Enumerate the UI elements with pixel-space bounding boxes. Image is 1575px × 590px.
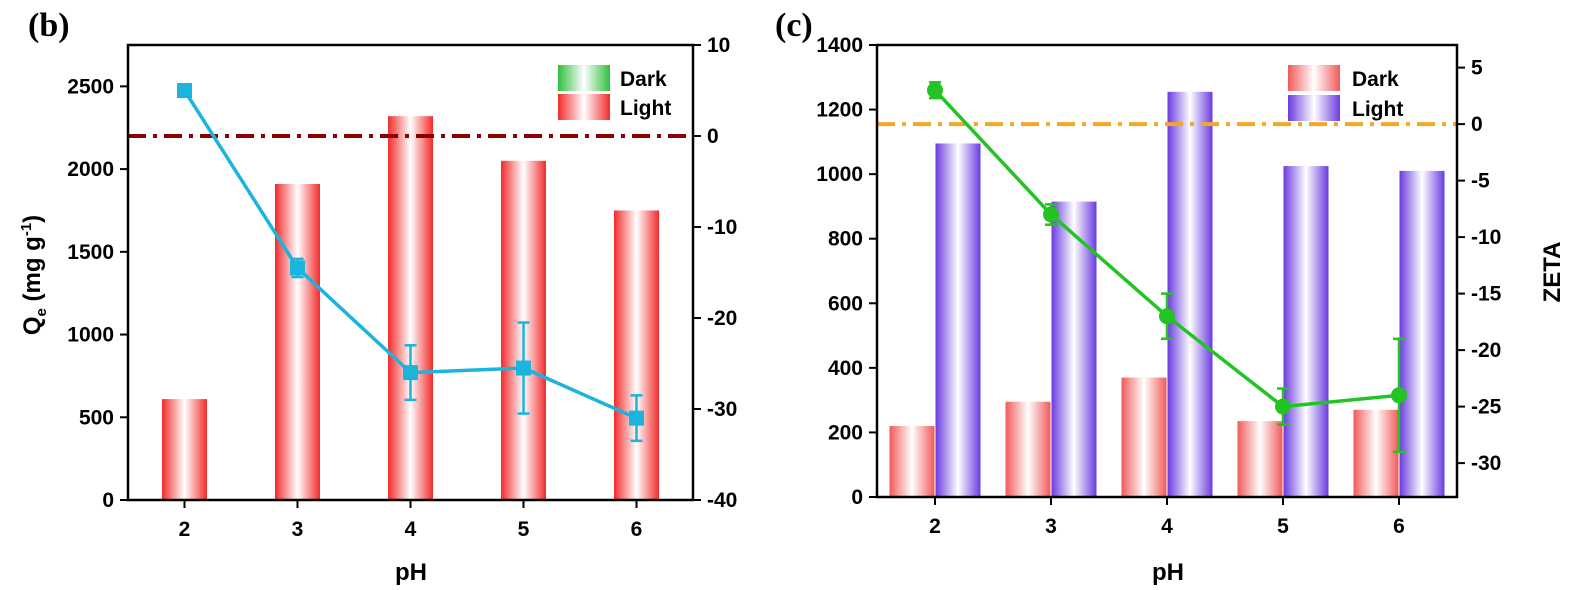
- chart-c-legend-swatch-light: [1288, 95, 1340, 121]
- chart-panel-b: (b) 2 3 4 5 6 0 500 1000 1500 2000 2500 -40 -30 -20 -1…: [18, 7, 737, 586]
- chart-c-y-tick-label-600: 600: [828, 292, 863, 315]
- chart-b-legend-swatch-light: [558, 94, 610, 120]
- chart-b-y-tick-label-0: 0: [102, 489, 114, 512]
- chart-c-legend-label-dark: Dark: [1352, 68, 1399, 91]
- chart-b-zeta-point-4: [403, 365, 418, 381]
- chart-b-zeta-point-5: [516, 360, 531, 376]
- chart-c-y-tick-label-1000: 1000: [816, 163, 863, 186]
- chart-c-x-tick-label-5: 5: [1277, 515, 1289, 538]
- chart-b-y2-tick-label--30: -30: [707, 398, 737, 421]
- chart-c-bar-dark-3: [1005, 401, 1051, 497]
- chart-c-legend: Dark Light: [1288, 65, 1403, 121]
- chart-c-y-tick-label-0: 0: [851, 486, 863, 509]
- chart-b-y-axis-title: Qe (mg g-1): [18, 215, 50, 335]
- chart-b-y2-tick-label--20: -20: [707, 307, 737, 330]
- chart-c-bar-dark-6: [1353, 409, 1399, 497]
- chart-c-bar-light-4: [1167, 91, 1213, 498]
- chart-c-y-tick-label-200: 200: [828, 421, 863, 444]
- chart-b-x-tick-label-3: 3: [292, 518, 304, 541]
- chart-c-bar-light-3: [1051, 201, 1097, 498]
- chart-c-bar-light-5: [1283, 166, 1329, 498]
- chart-b-y-axis-title-sub: e: [33, 308, 50, 316]
- chart-c-y2-axis-title: ZETA: [1539, 242, 1566, 303]
- chart-c-y2-tick-label--20: -20: [1471, 339, 1501, 362]
- chart-c-y2-tick-label--15: -15: [1471, 283, 1502, 306]
- chart-b-y-tick-label-1000: 1000: [67, 324, 114, 347]
- chart-c-x-tick-label-4: 4: [1161, 515, 1173, 538]
- chart-b-zeta-point-2: [177, 83, 192, 98]
- chart-b-bar-light-4: [388, 116, 433, 501]
- chart-b-y-axis-title-units: (mg g: [19, 236, 46, 308]
- chart-c-y2-tick-label--5: -5: [1471, 170, 1490, 193]
- chart-c-y2-tick-label-0: 0: [1471, 113, 1483, 136]
- chart-b-zeta-point-6: [629, 410, 644, 426]
- chart-b-legend-label-light: Light: [620, 97, 671, 120]
- chart-c-zeta-point-3: [1043, 206, 1059, 223]
- chart-c-y-tick-label-1200: 1200: [816, 99, 863, 122]
- chart-c-y2-tick-label--30: -30: [1471, 452, 1501, 475]
- chart-b-y2-tick-label-10: 10: [707, 34, 730, 57]
- chart-c-zeta-point-4: [1159, 308, 1175, 325]
- chart-c-zeta-point-2: [927, 82, 943, 99]
- chart-c-x-tick-label-6: 6: [1393, 515, 1405, 538]
- chart-c-bar-dark-4: [1121, 377, 1167, 497]
- chart-c-zeta-point-6: [1391, 387, 1407, 404]
- chart-b-x-tick-label-2: 2: [179, 518, 191, 541]
- chart-b-y-axis-title-main: Q: [19, 317, 46, 336]
- chart-c-legend-label-light: Light: [1352, 98, 1403, 121]
- chart-b-y-tick-label-2500: 2500: [67, 75, 114, 98]
- chart-b-y2-tick-label-0: 0: [707, 125, 719, 148]
- chart-b-x-axis-title: pH: [395, 559, 427, 586]
- chart-b-zeta-point-3: [290, 260, 305, 276]
- chart-c-y-tick-label-400: 400: [828, 357, 863, 380]
- chart-b-x-tick-label-4: 4: [405, 518, 417, 541]
- chart-c-bar-dark-2: [889, 425, 935, 497]
- chart-b-legend-label-dark: Dark: [620, 68, 667, 91]
- chart-c-zeta-point-5: [1275, 398, 1291, 415]
- chart-panel-c: (c) 2 3 4 5 6 0 200 400 600 800 1000 1200 1400 -30 -25…: [775, 7, 1566, 586]
- chart-b-bar-light-3: [275, 183, 320, 500]
- chart-b-y2-tick-label--40: -40: [707, 489, 737, 512]
- panel-label-c: (c): [775, 7, 813, 44]
- chart-c-x-axis-title: pH: [1152, 559, 1184, 586]
- chart-b-bar-light-6: [614, 210, 659, 501]
- chart-b-bar-light-2: [162, 399, 207, 500]
- chart-c-bar-dark-5: [1237, 421, 1283, 497]
- chart-c-y2-tick-label--25: -25: [1471, 396, 1502, 419]
- chart-c-legend-swatch-dark: [1288, 65, 1340, 91]
- chart-c-y-tick-label-800: 800: [828, 228, 863, 251]
- chart-c-plot-area: 2 3 4 5 6 0 200 400 600 800 1000 1200 1400 -30 -25 -20 -…: [816, 34, 1501, 538]
- chart-b-legend-swatch-dark: [558, 65, 610, 91]
- chart-c-x-tick-label-3: 3: [1045, 515, 1057, 538]
- chart-b-y-tick-label-500: 500: [79, 406, 114, 429]
- chart-c-y2-tick-label--10: -10: [1471, 226, 1501, 249]
- chart-b-y-tick-label-1500: 1500: [67, 241, 114, 264]
- panel-label-b: (b): [28, 7, 70, 44]
- chart-b-y-axis-title-sup: -1: [18, 223, 35, 236]
- chart-b-x-tick-label-6: 6: [631, 518, 643, 541]
- chart-b-y-tick-label-2000: 2000: [67, 158, 114, 181]
- chart-c-zeta-line: [933, 89, 1400, 409]
- chart-b-legend: Dark Light: [558, 65, 671, 120]
- chart-c-bar-light-2: [935, 143, 981, 497]
- chart-c-y-tick-label-1400: 1400: [816, 34, 863, 57]
- chart-c-y2-tick-label-5: 5: [1471, 57, 1483, 80]
- chart-b-y-axis-title-close: ): [19, 215, 46, 223]
- chart-b-y2-tick-label--10: -10: [707, 216, 737, 239]
- chart-c-bar-light-6: [1399, 170, 1445, 497]
- chart-b-x-tick-label-5: 5: [518, 518, 530, 541]
- chart-b-plot-area: 2 3 4 5 6 0 500 1000 1500 2000 2500 -40 -30 -20 -10 0 10: [67, 34, 737, 541]
- chart-c-x-tick-label-2: 2: [929, 515, 941, 538]
